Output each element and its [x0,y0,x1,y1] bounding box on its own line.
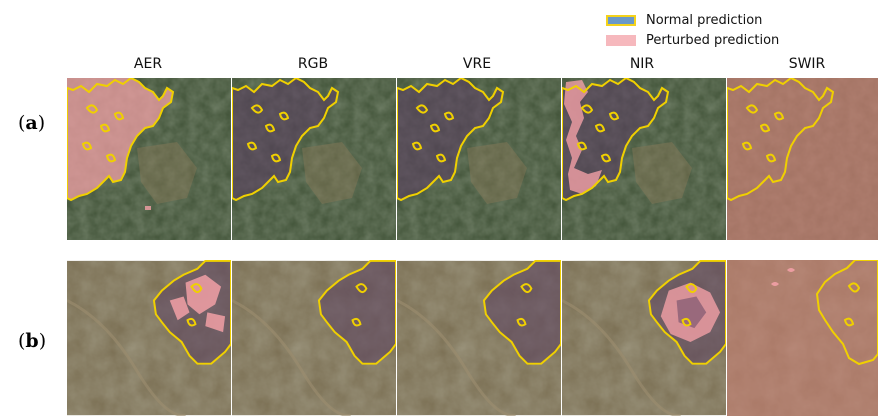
legend-item-perturbed: Perturbed prediction [606,30,779,50]
legend-item-normal: Normal prediction [606,10,779,30]
column-header-vre: VRE [462,56,492,72]
panel-a-vre [397,78,561,240]
panel-b-nir [562,260,726,416]
normal-prediction-swatch [606,14,636,26]
column-header-swir: SWIR [788,56,826,72]
legend: Normal prediction Perturbed prediction [606,10,779,50]
panel-b-rgb [232,260,396,416]
panel-a-rgb [232,78,396,240]
column-header-nir: NIR [629,56,655,72]
panel-b-aer [67,260,231,416]
panel-a-nir [562,78,726,240]
perturbed-prediction-label: Perturbed prediction [646,32,780,48]
row-label-a: (a) [18,112,46,134]
column-header-rgb: RGB [297,56,329,72]
panel-a-aer [67,78,231,240]
row-label-b: (b) [18,330,47,352]
column-header-aer: AER [133,56,163,72]
panel-b-vre [397,260,561,416]
panel-b-swir [727,260,878,416]
normal-prediction-label: Normal prediction [646,12,763,28]
panel-a-swir [727,78,878,240]
perturbed-prediction-swatch [606,34,636,46]
